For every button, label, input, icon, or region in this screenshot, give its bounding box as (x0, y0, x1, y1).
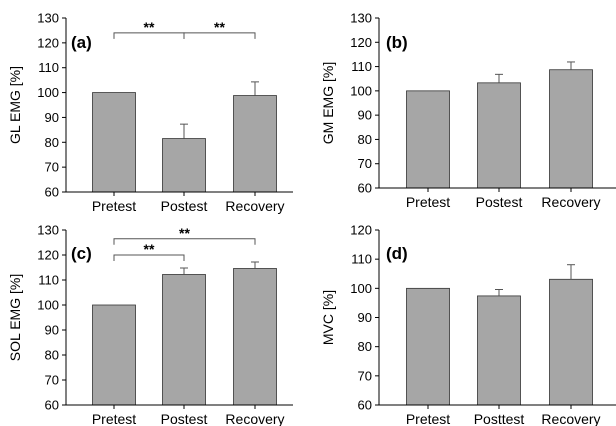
y-tick-label: 120 (350, 35, 372, 50)
y-tick-label: 130 (37, 11, 59, 26)
y-tick-label: 100 (37, 85, 59, 100)
y-tick-label: 100 (37, 298, 59, 313)
y-tick-label: 90 (45, 110, 59, 125)
bar-pretest (406, 287, 450, 406)
x-tick-label: Recovery (541, 411, 600, 426)
y-tick-label: 120 (37, 248, 59, 263)
x-tick-label: Recovery (225, 198, 284, 214)
bar-postest (477, 82, 521, 189)
bar-recovery (549, 69, 593, 189)
significance-bracket (113, 238, 256, 245)
y-tick-label: 80 (358, 132, 372, 147)
y-tick-label: 60 (45, 398, 59, 413)
x-tick-label: Pretest (92, 411, 136, 426)
y-tick-label: 110 (38, 273, 59, 288)
panel-letter: (d) (386, 244, 408, 263)
x-tick-label: Recovery (541, 194, 600, 210)
bar-pretest (92, 92, 136, 193)
y-tick-label: 130 (350, 11, 372, 26)
bar-recovery (233, 268, 277, 406)
bar-recovery (549, 278, 593, 406)
y-tick-label: 60 (358, 181, 372, 196)
y-tick-label: 120 (350, 223, 372, 238)
y-tick-label: 70 (45, 160, 59, 175)
y-axis-label: MVC [%] (320, 290, 336, 345)
y-tick-label: 60 (45, 185, 59, 200)
y-tick-label: 90 (358, 310, 372, 325)
y-tick-label: 90 (45, 323, 59, 338)
y-tick-label: 110 (351, 59, 372, 74)
x-tick-label: Pretest (92, 198, 136, 214)
panel-letter: (c) (71, 244, 92, 263)
significance-label: ** (214, 19, 225, 35)
y-tick-label: 120 (37, 35, 59, 50)
y-tick-label: 70 (358, 368, 372, 383)
bar-postest (162, 274, 206, 406)
panel-letter: (b) (386, 33, 408, 52)
bar-pretest (92, 304, 136, 406)
x-tick-label: Postest (476, 194, 523, 210)
y-tick-label: 90 (358, 108, 372, 123)
bar-recovery (233, 95, 277, 193)
panel-c: Pretest Postest Recovery 60 70 80 90 100 110 120 1… (7, 223, 293, 426)
y-axis-label: GM EMG [%] (320, 62, 336, 144)
significance-label: ** (144, 241, 155, 257)
x-tick-label: Posttest (474, 411, 525, 426)
panel-a: Pretest Postest Recovery 60 70 80 90 100 110 120 1… (7, 11, 293, 214)
x-tick-label: Postest (161, 411, 208, 426)
bar-posttest (477, 295, 521, 406)
y-axis-label: GL EMG [%] (7, 66, 23, 144)
x-tick-label: Postest (161, 198, 208, 214)
bar-pretest (406, 90, 450, 189)
y-tick-label: 80 (358, 339, 372, 354)
significance-label: ** (144, 19, 155, 35)
y-tick-label: 80 (45, 348, 59, 363)
y-tick-label: 100 (350, 281, 372, 296)
y-tick-label: 70 (358, 156, 372, 171)
y-tick-label: 130 (37, 223, 59, 238)
x-tick-label: Pretest (406, 194, 450, 210)
y-tick-label: 70 (45, 373, 59, 388)
y-tick-label: 80 (45, 135, 59, 150)
y-tick-label: 60 (358, 398, 372, 413)
significance-label: ** (179, 225, 190, 241)
panel-letter: (a) (71, 33, 92, 52)
panel-b: Pretest Postest Recovery 60 70 80 90 100 110 120 1… (320, 11, 616, 210)
y-axis-label: SOL EMG [%] (7, 274, 23, 361)
y-tick-label: 100 (350, 83, 372, 98)
panel-d: Pretest Posttest Recovery 60 70 80 90 100 110 120… (320, 223, 616, 426)
y-tick-label: 110 (351, 252, 372, 267)
x-tick-label: Pretest (406, 411, 450, 426)
significance-bracket (113, 254, 185, 261)
significance-bracket (183, 32, 256, 39)
x-tick-label: Recovery (225, 411, 284, 426)
y-tick-label: 110 (38, 60, 59, 75)
bar-postest (162, 138, 206, 193)
